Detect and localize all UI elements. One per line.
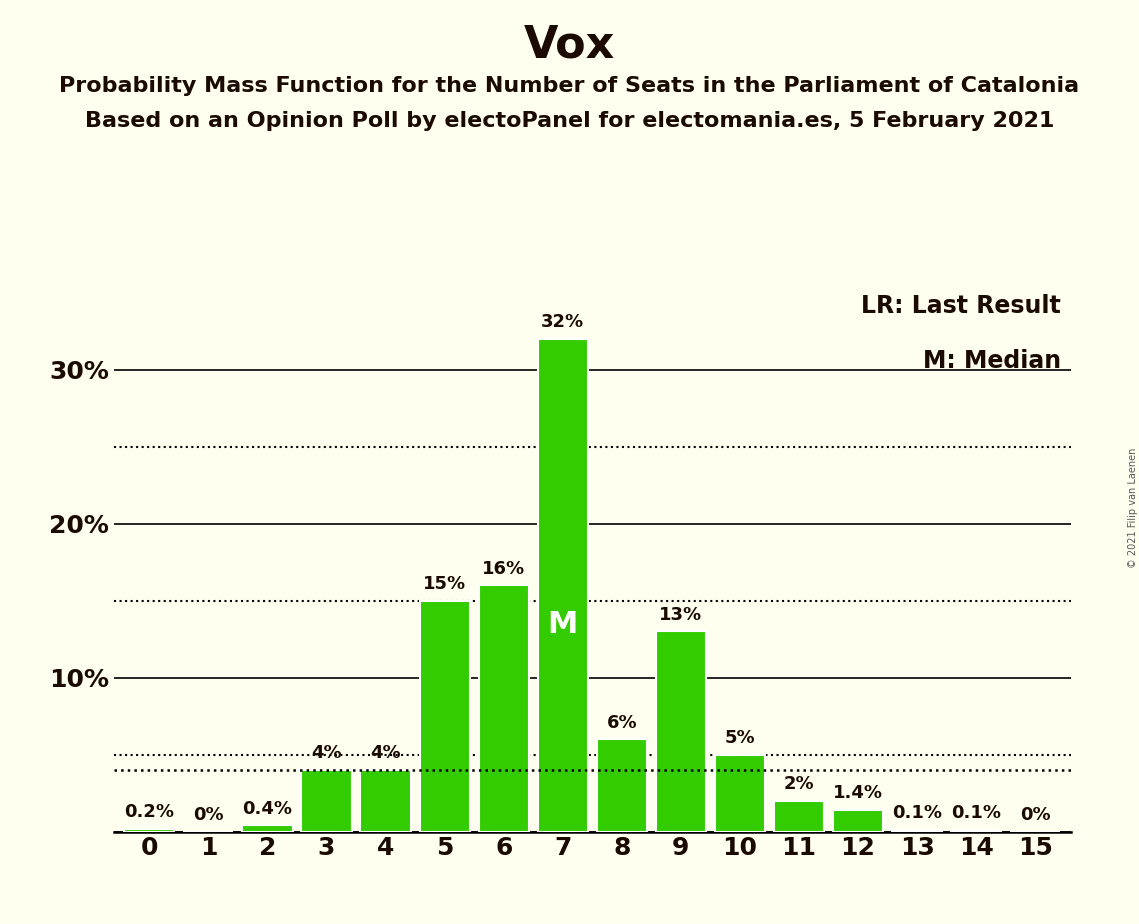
Bar [360, 770, 411, 832]
Bar [715, 755, 765, 832]
Bar [478, 585, 528, 832]
Text: 0.1%: 0.1% [892, 805, 942, 822]
Text: Vox: Vox [524, 23, 615, 67]
Bar [302, 770, 352, 832]
Text: Probability Mass Function for the Number of Seats in the Parliament of Catalonia: Probability Mass Function for the Number… [59, 76, 1080, 96]
Text: 5%: 5% [724, 729, 755, 747]
Bar [538, 339, 588, 832]
Text: 32%: 32% [541, 313, 584, 331]
Text: 1.4%: 1.4% [833, 784, 883, 802]
Text: 0.1%: 0.1% [951, 805, 1001, 822]
Text: LR: Last Result: LR: Last Result [861, 294, 1062, 318]
Text: 0%: 0% [194, 806, 223, 824]
Bar [773, 801, 825, 832]
Text: 0.2%: 0.2% [124, 803, 174, 821]
Text: 4%: 4% [311, 745, 342, 762]
Bar [124, 829, 174, 832]
Text: M: Median: M: Median [923, 349, 1062, 373]
Text: © 2021 Filip van Laenen: © 2021 Filip van Laenen [1129, 448, 1138, 568]
Text: 4%: 4% [370, 745, 401, 762]
Text: 16%: 16% [482, 560, 525, 578]
Text: 15%: 15% [423, 575, 466, 593]
Bar [892, 830, 942, 832]
Text: 13%: 13% [659, 606, 703, 624]
Text: 0%: 0% [1019, 806, 1050, 824]
Text: M: M [548, 610, 577, 639]
Bar [419, 601, 469, 832]
Bar [951, 830, 1001, 832]
Text: Based on an Opinion Poll by electoPanel for electomania.es, 5 February 2021: Based on an Opinion Poll by electoPanel … [84, 111, 1055, 131]
Bar [597, 739, 647, 832]
Bar [833, 810, 883, 832]
Bar [243, 825, 293, 832]
Text: 2%: 2% [784, 775, 814, 793]
Bar [656, 631, 706, 832]
Text: 6%: 6% [606, 713, 637, 732]
Text: 0.4%: 0.4% [243, 800, 293, 818]
